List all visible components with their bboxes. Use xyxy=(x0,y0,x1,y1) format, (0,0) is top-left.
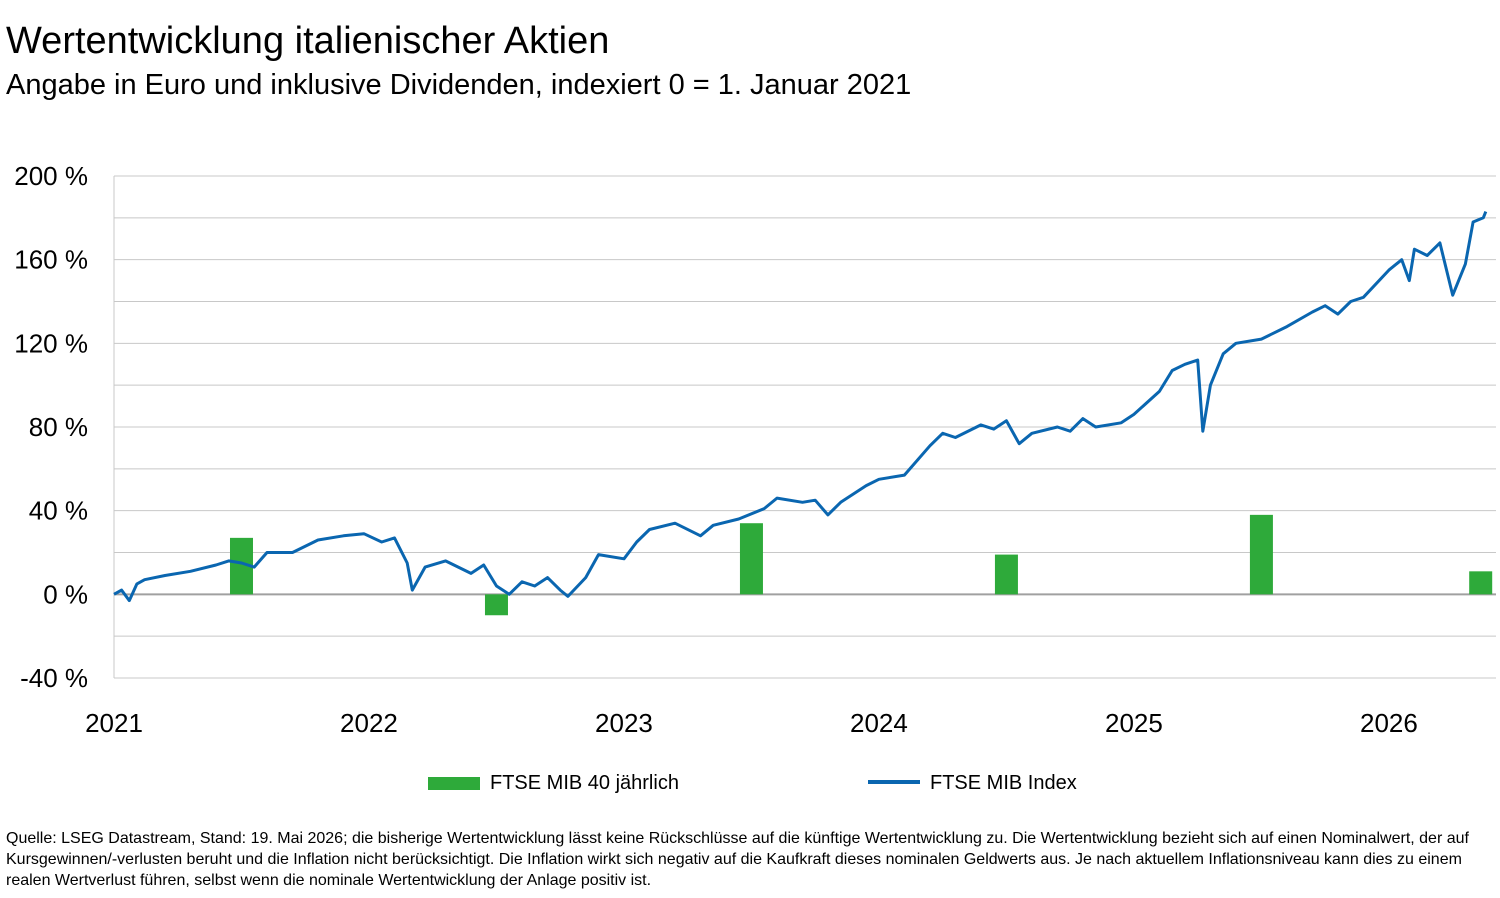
grid-layer xyxy=(113,175,1496,679)
y-tick-label: -40 % xyxy=(20,663,88,693)
bar xyxy=(739,523,763,595)
y-tick-label: 200 % xyxy=(14,161,88,191)
series-line-ftse-mib-index xyxy=(113,211,1488,603)
x-tick-label: 2026 xyxy=(1360,708,1418,738)
x-tick-label: 2022 xyxy=(340,708,398,738)
bar xyxy=(484,594,508,616)
y-axis-ticks: -40 % 0 % 40 % 80 % 120 % 160 % 200 % xyxy=(14,161,88,693)
source-note: Quelle: LSEG Datastream, Stand: 19. Mai … xyxy=(6,830,1469,889)
x-axis-ticks: 2021 2022 2023 2024 2025 2026 xyxy=(85,708,1418,738)
x-tick-label: 2024 xyxy=(850,708,908,738)
x-tick-label: 2021 xyxy=(85,708,143,738)
y-tick-label: 80 % xyxy=(29,412,88,442)
chart-title: Wertentwicklung italienischer Aktien xyxy=(6,20,610,62)
legend-bar-swatch xyxy=(428,777,480,790)
y-tick-label: 0 % xyxy=(43,579,88,609)
chart-canvas: -40 % 0 % 40 % 80 % 120 % 160 % 200 % 2021 2022… xyxy=(14,161,1496,738)
bar xyxy=(1249,514,1273,595)
legend-bar-label: FTSE MIB 40 jährlich xyxy=(490,772,679,794)
bar xyxy=(1469,571,1493,595)
line-layer xyxy=(113,211,1488,603)
bar xyxy=(229,537,253,595)
y-tick-label: 160 % xyxy=(14,245,88,275)
bar-layer xyxy=(229,514,1493,616)
legend-line-label: FTSE MIB Index xyxy=(930,772,1077,794)
legend-line-swatch xyxy=(868,780,920,784)
x-tick-label: 2023 xyxy=(595,708,653,738)
y-tick-label: 40 % xyxy=(29,496,88,526)
chart-subtitle: Angabe in Euro und inklusive Dividenden,… xyxy=(6,69,912,101)
x-tick-label: 2025 xyxy=(1105,708,1163,738)
bar xyxy=(994,554,1018,595)
y-tick-label: 120 % xyxy=(14,328,88,358)
